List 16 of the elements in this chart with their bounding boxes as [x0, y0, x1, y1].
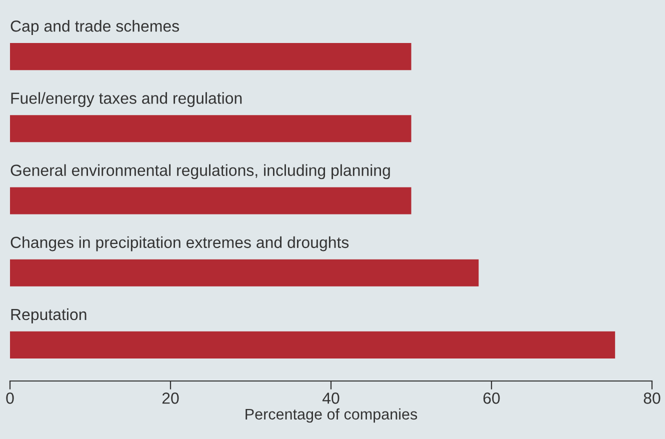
bar	[10, 115, 412, 142]
bar	[10, 331, 616, 358]
x-tick-label: 80	[644, 392, 660, 404]
bar	[10, 259, 479, 286]
x-axis-title: Percentage of companies	[246, 408, 418, 423]
bar	[10, 43, 412, 70]
x-tick-label: 40	[322, 392, 340, 404]
bar	[10, 187, 412, 214]
y-tick-label: Changes in precipitation extremes and droughts	[10, 236, 349, 252]
y-tick-label: Cap and trade schemes	[10, 20, 180, 35]
x-tick-label: 0	[6, 392, 14, 404]
y-tick-label: Fuel/energy taxes and regulation	[11, 92, 242, 108]
y-tick-label: General environmental regulations, including planning	[10, 164, 390, 180]
y-tick-label: Reputation	[11, 308, 86, 324]
x-tick-label: 20	[162, 392, 179, 404]
x-tick-label: 60	[483, 392, 500, 404]
